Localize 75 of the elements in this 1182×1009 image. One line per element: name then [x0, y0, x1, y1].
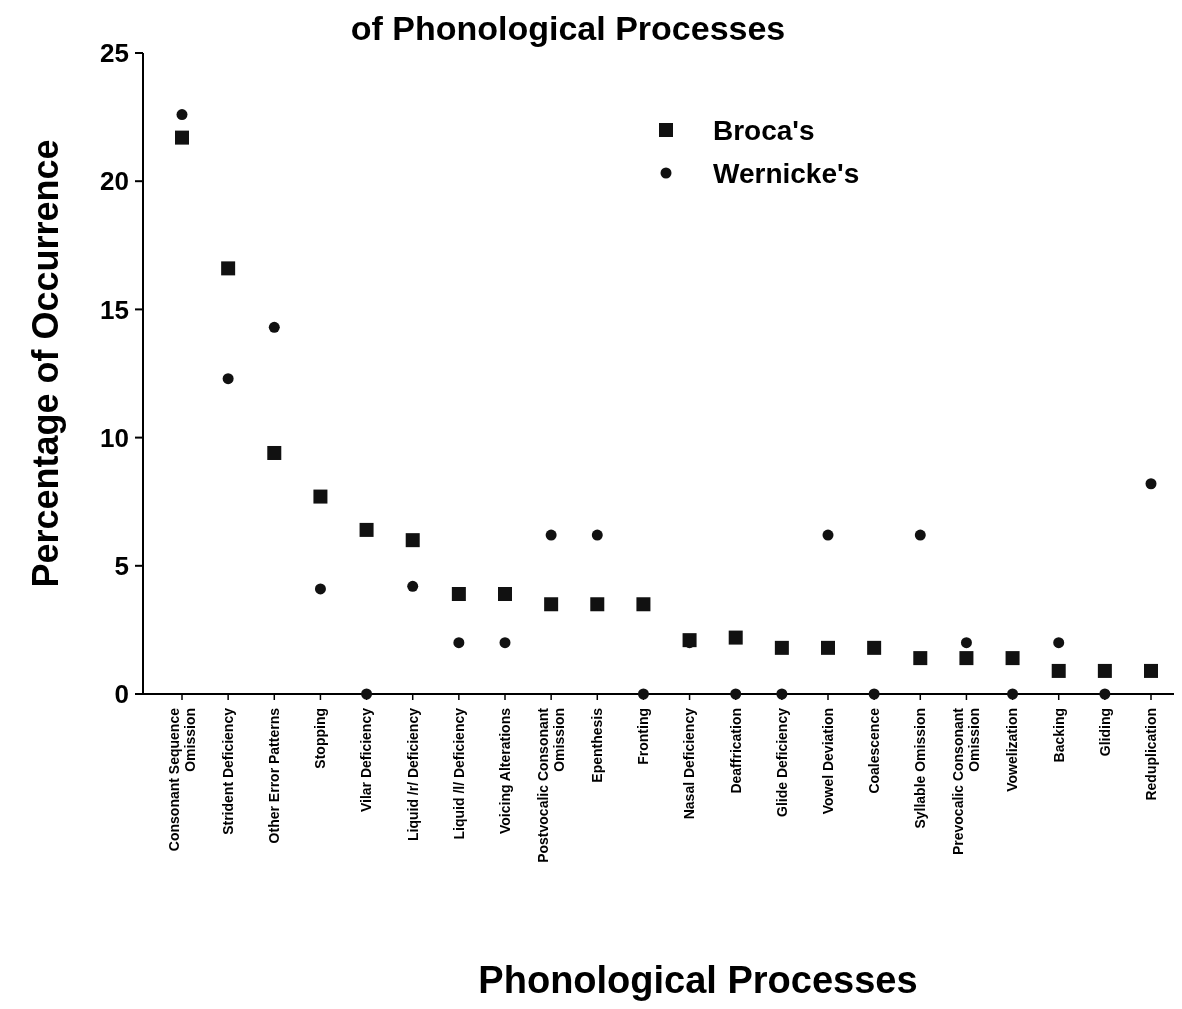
point — [361, 688, 373, 700]
point — [960, 637, 972, 649]
point — [1099, 688, 1111, 700]
x-tick-label: Coalescence — [866, 707, 883, 794]
point — [867, 640, 882, 655]
point — [544, 597, 559, 612]
point — [405, 533, 420, 548]
point — [728, 630, 743, 645]
y-tick-label: 0 — [114, 679, 129, 710]
x-tick-label: Postvocalic Consonant Omission — [534, 707, 568, 863]
x-tick-label: Consonant Sequence Omission — [165, 707, 198, 852]
point — [821, 640, 835, 655]
point — [313, 489, 328, 504]
x-tick-label: Gliding — [1096, 708, 1113, 757]
point — [499, 637, 511, 649]
y-tick-label: 5 — [114, 550, 129, 581]
x-tick-label: Liquid /r/ Deficiency — [404, 707, 421, 842]
x-tick-label: Strident Deficiency — [220, 707, 237, 835]
y-tick-label: 20 — [100, 166, 129, 197]
point — [1051, 663, 1066, 678]
point — [1097, 663, 1112, 678]
x-tick-label: Vowelization — [1004, 708, 1021, 792]
point — [267, 445, 282, 460]
point — [1144, 663, 1158, 678]
point — [314, 583, 326, 595]
y-tick-label: 10 — [100, 422, 129, 453]
x-axis-title: Phonological Processes — [478, 959, 918, 1001]
x-tick-label: Backing — [1050, 708, 1067, 763]
point — [959, 651, 974, 666]
point — [268, 321, 280, 333]
point — [776, 688, 788, 700]
y-tick-label: 25 — [100, 38, 129, 69]
x-tick-label: Syllable Omission — [912, 708, 929, 829]
point — [407, 580, 419, 592]
point — [590, 597, 605, 612]
point — [221, 261, 236, 276]
x-tick-label: Liquid /l/ Deficiency — [450, 707, 467, 840]
y-tick-label: 15 — [100, 294, 129, 325]
point — [1145, 478, 1157, 490]
point — [822, 529, 834, 541]
point — [730, 688, 742, 700]
y-axis-title: Percentage of Occurrence — [25, 139, 66, 588]
chart-title: of Phonological Processes — [350, 9, 786, 47]
x-tick-label: Epenthesis — [589, 707, 606, 783]
x-tick-label: Fronting — [635, 708, 652, 765]
point — [1053, 637, 1065, 649]
point — [451, 587, 466, 601]
point — [453, 637, 465, 649]
x-tick-label: Prevocalic Consonant Omission — [950, 707, 983, 856]
point — [637, 688, 649, 700]
legend-label: Broca's — [713, 114, 815, 146]
point — [868, 688, 880, 700]
x-tick-label: Other Error Patterns — [266, 707, 283, 844]
point — [176, 109, 188, 121]
x-tick-label: Reduplication — [1142, 708, 1159, 801]
point — [591, 529, 603, 541]
point — [913, 651, 928, 666]
point — [222, 373, 234, 385]
point — [1005, 651, 1020, 666]
point — [175, 130, 189, 145]
x-tick-label: Vowel Deviation — [819, 708, 836, 815]
x-tick-label: Voicing Alterations — [496, 707, 513, 835]
point — [636, 597, 651, 612]
legend-label: Wernicke's — [713, 157, 860, 189]
point — [914, 529, 926, 541]
point — [545, 529, 557, 541]
x-tick-label: Stopping — [312, 708, 329, 769]
x-tick-label: Deaffrication — [727, 708, 744, 794]
point — [1007, 688, 1019, 700]
point — [774, 640, 789, 655]
point — [498, 587, 512, 601]
x-tick-label: Glide Deficiency — [773, 707, 790, 817]
point — [359, 522, 374, 537]
x-tick-label: Nasal Deficiency — [681, 707, 698, 820]
x-tick-label: Vilar Deficiency — [358, 707, 375, 813]
